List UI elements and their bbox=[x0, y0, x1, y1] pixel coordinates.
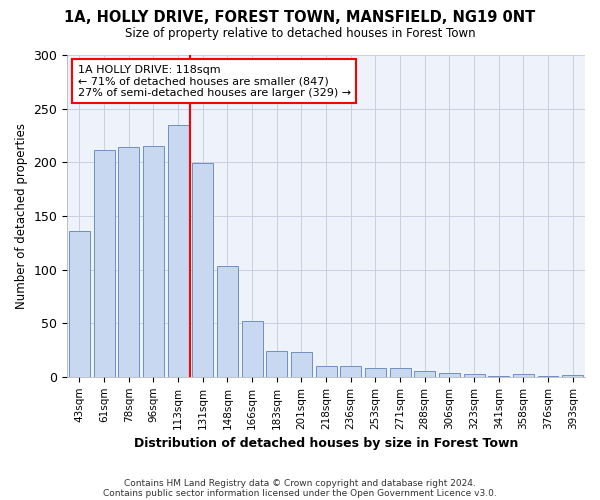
Bar bbox=[513, 374, 534, 377]
Bar bbox=[389, 368, 410, 377]
Bar bbox=[266, 351, 287, 377]
Y-axis label: Number of detached properties: Number of detached properties bbox=[15, 123, 28, 309]
Text: 1A, HOLLY DRIVE, FOREST TOWN, MANSFIELD, NG19 0NT: 1A, HOLLY DRIVE, FOREST TOWN, MANSFIELD,… bbox=[64, 10, 536, 25]
Bar bbox=[69, 231, 90, 377]
Bar bbox=[464, 374, 485, 377]
Bar bbox=[167, 124, 188, 377]
Bar bbox=[414, 372, 435, 377]
Bar bbox=[143, 146, 164, 377]
Bar bbox=[291, 352, 312, 377]
Bar bbox=[94, 150, 115, 377]
Bar bbox=[217, 266, 238, 377]
Bar bbox=[192, 164, 213, 377]
Text: 1A HOLLY DRIVE: 118sqm
← 71% of detached houses are smaller (847)
27% of semi-de: 1A HOLLY DRIVE: 118sqm ← 71% of detached… bbox=[77, 64, 350, 98]
Bar bbox=[365, 368, 386, 377]
Text: Size of property relative to detached houses in Forest Town: Size of property relative to detached ho… bbox=[125, 28, 475, 40]
Bar bbox=[118, 148, 139, 377]
Bar bbox=[316, 366, 337, 377]
Text: Contains public sector information licensed under the Open Government Licence v3: Contains public sector information licen… bbox=[103, 488, 497, 498]
Bar bbox=[340, 366, 361, 377]
Bar bbox=[439, 372, 460, 377]
Text: Contains HM Land Registry data © Crown copyright and database right 2024.: Contains HM Land Registry data © Crown c… bbox=[124, 478, 476, 488]
X-axis label: Distribution of detached houses by size in Forest Town: Distribution of detached houses by size … bbox=[134, 437, 518, 450]
Bar bbox=[562, 374, 583, 377]
Bar bbox=[538, 376, 559, 377]
Bar bbox=[242, 321, 263, 377]
Bar bbox=[488, 376, 509, 377]
